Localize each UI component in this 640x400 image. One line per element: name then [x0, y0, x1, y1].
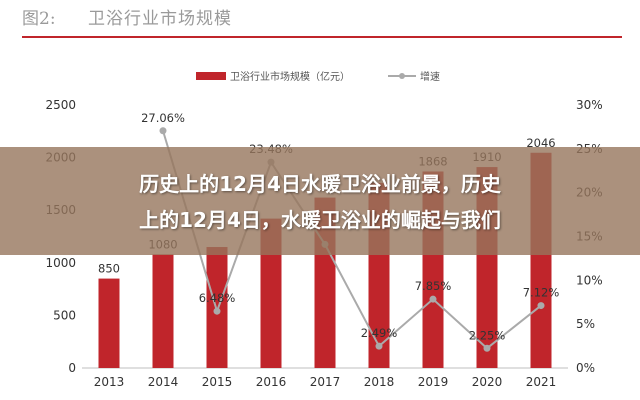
- growth-line: [162, 130, 542, 350]
- x-axis-tick: 2017: [310, 375, 341, 389]
- x-axis-tick: 2015: [202, 375, 233, 389]
- growth-value-label: 7.85%: [415, 279, 452, 293]
- bar: [152, 254, 174, 368]
- legend-label-bar: 卫浴行业市场规模（亿元）: [230, 70, 350, 83]
- chart-title: 卫浴行业市场规模: [88, 9, 232, 29]
- left-axis-tick: 500: [53, 308, 76, 322]
- left-axis-tick: 0: [68, 361, 76, 375]
- title-rule: [22, 36, 622, 38]
- left-axis-tick: 2500: [45, 98, 76, 112]
- growth-point: [429, 295, 437, 303]
- growth-value-label: 6.48%: [199, 291, 236, 305]
- bar-value-label: 2046: [526, 136, 555, 150]
- x-axis-tick: 2013: [94, 375, 125, 389]
- x-axis-tick: 2014: [148, 375, 179, 389]
- headline-banner: 历史上的12月4日水暖卫浴业前景，历史 上的12月4日，水暖卫浴业的崛起与我们: [0, 147, 640, 255]
- right-axis-tick: 30%: [576, 98, 603, 112]
- x-axis-tick: 2019: [418, 375, 449, 389]
- growth-point: [375, 342, 383, 350]
- figure-header: 图2: 卫浴行业市场规模: [0, 0, 640, 38]
- right-axis-tick: 5%: [576, 317, 595, 331]
- legend-swatch-bar: [196, 72, 226, 80]
- right-axis-tick: 0%: [576, 361, 595, 375]
- figure-number: 图2:: [22, 9, 56, 29]
- bar: [260, 218, 282, 368]
- x-axis-tick: 2018: [364, 375, 395, 389]
- growth-value-label: 7.12%: [523, 286, 560, 300]
- x-axis-tick: 2020: [472, 375, 503, 389]
- x-axis-tick: 2021: [526, 375, 557, 389]
- right-axis-tick: 10%: [576, 273, 603, 287]
- growth-value-label: 2.25%: [469, 328, 506, 342]
- growth-point: [483, 344, 491, 352]
- headline-line-1: 历史上的12月4日水暖卫浴业前景，历史: [139, 172, 501, 196]
- x-axis-tick: 2016: [256, 375, 287, 389]
- bar: [206, 247, 228, 368]
- legend-label-line: 增速: [420, 70, 440, 83]
- headline-line-2: 上的12月4日，水暖卫浴业的崛起与我们: [139, 208, 501, 232]
- left-axis-tick: 1000: [45, 256, 76, 270]
- growth-value-label: 27.06%: [141, 111, 185, 125]
- bar: [98, 278, 120, 368]
- growth-point: [537, 302, 545, 310]
- growth-point: [159, 127, 167, 135]
- growth-value-label: 2.49%: [361, 326, 398, 340]
- growth-point: [213, 307, 221, 315]
- legend-marker-line: [399, 73, 405, 79]
- bar-value-label: 850: [98, 262, 120, 276]
